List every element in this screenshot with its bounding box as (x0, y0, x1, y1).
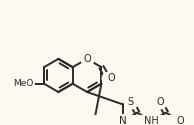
Text: O: O (83, 54, 91, 64)
Text: O: O (156, 97, 164, 107)
Text: O: O (177, 116, 184, 125)
Text: MeO: MeO (14, 79, 34, 88)
Text: O: O (108, 73, 115, 83)
Text: S: S (128, 96, 134, 106)
Text: N: N (119, 116, 127, 125)
Text: NH: NH (144, 116, 159, 125)
